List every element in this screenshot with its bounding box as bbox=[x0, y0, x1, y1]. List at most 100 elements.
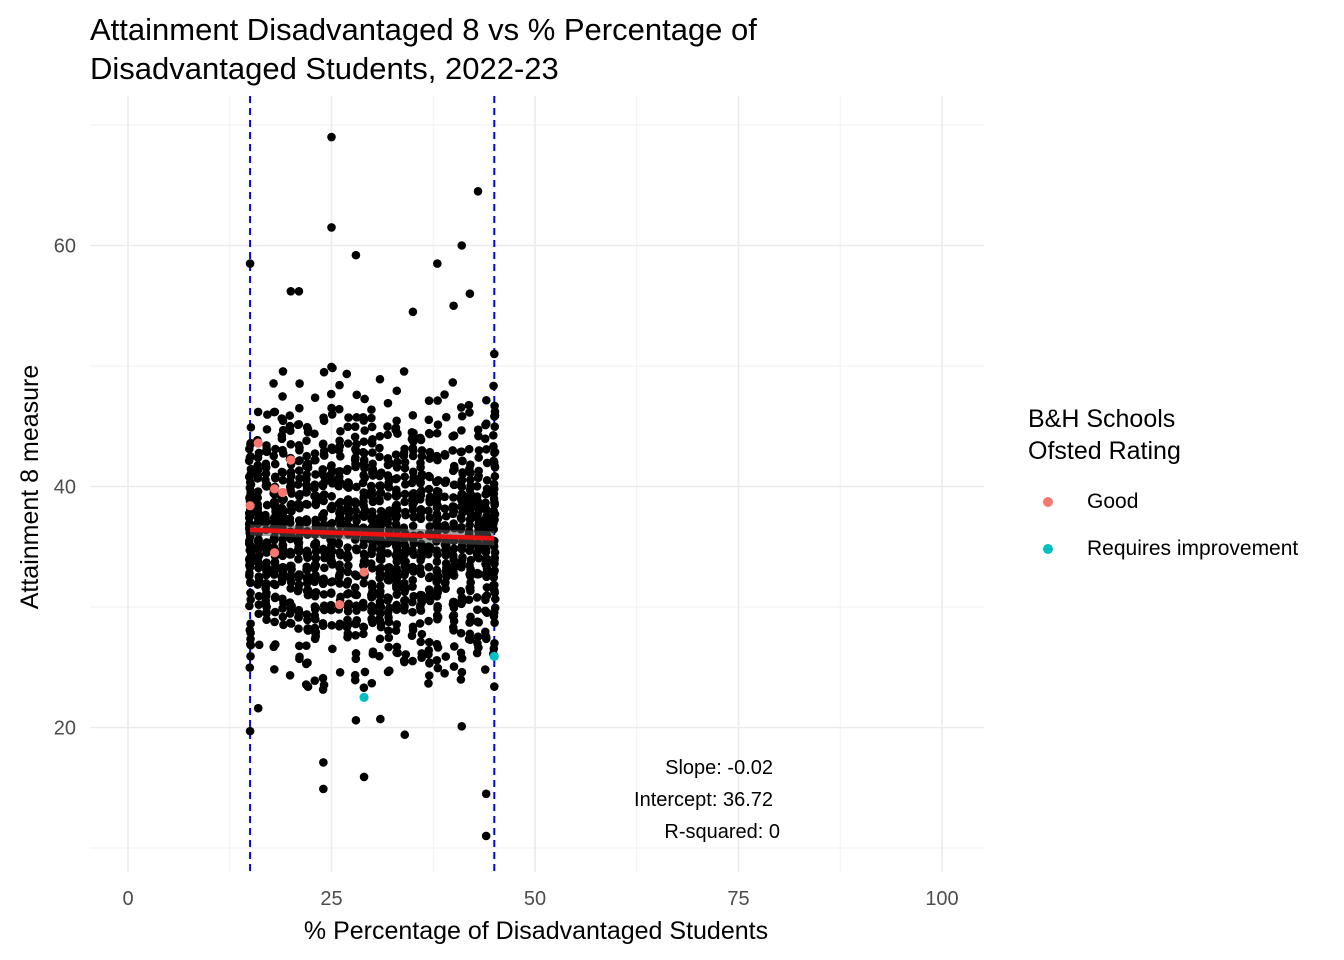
data-point bbox=[278, 612, 288, 622]
data-point bbox=[246, 640, 256, 650]
data-point bbox=[278, 445, 287, 455]
data-point bbox=[392, 605, 401, 615]
data-point bbox=[335, 549, 345, 559]
data-point bbox=[285, 476, 295, 486]
data-point bbox=[376, 550, 385, 560]
data-point bbox=[328, 577, 337, 586]
data-point bbox=[464, 444, 474, 454]
data-point bbox=[424, 428, 434, 438]
data-point bbox=[294, 641, 304, 651]
data-point bbox=[383, 607, 393, 617]
data-point bbox=[253, 703, 263, 713]
data-point bbox=[278, 425, 288, 435]
data-point bbox=[392, 557, 402, 566]
data-point bbox=[424, 616, 433, 626]
data-point bbox=[424, 396, 434, 405]
data-point bbox=[303, 682, 313, 691]
data-point bbox=[400, 444, 409, 454]
data-point bbox=[245, 601, 254, 611]
data-point bbox=[425, 587, 435, 597]
data-point bbox=[367, 405, 376, 414]
data-point bbox=[367, 491, 376, 501]
data-point bbox=[270, 665, 279, 674]
data-point bbox=[359, 437, 369, 446]
data-point bbox=[246, 595, 255, 604]
data-point bbox=[360, 394, 369, 404]
data-point bbox=[424, 562, 434, 572]
data-point bbox=[327, 492, 336, 501]
data-point bbox=[286, 485, 295, 495]
data-point bbox=[359, 772, 369, 782]
data-point bbox=[285, 563, 295, 572]
data-point bbox=[246, 469, 256, 479]
data-point bbox=[327, 501, 337, 511]
data-point bbox=[465, 289, 475, 299]
data-point bbox=[490, 349, 499, 359]
data-point bbox=[303, 500, 312, 509]
data-point bbox=[343, 615, 352, 625]
data-point bbox=[285, 598, 295, 607]
data-point bbox=[449, 301, 458, 311]
data-point bbox=[262, 482, 271, 491]
data-point bbox=[482, 583, 492, 592]
data-point bbox=[401, 480, 410, 489]
data-point bbox=[392, 474, 402, 483]
data-point bbox=[270, 565, 280, 575]
data-point bbox=[393, 572, 402, 582]
data-point bbox=[407, 631, 417, 641]
data-point bbox=[254, 535, 263, 544]
data-point bbox=[367, 549, 376, 559]
data-point bbox=[417, 470, 427, 479]
data-point bbox=[473, 605, 482, 614]
data-point bbox=[432, 656, 442, 665]
data-point bbox=[376, 481, 385, 491]
data-point bbox=[319, 451, 329, 460]
legend-title: B&H Schools Ofsted Rating bbox=[1028, 403, 1181, 467]
data-point bbox=[271, 444, 280, 454]
data-point bbox=[392, 386, 402, 396]
x-tick-label: 50 bbox=[524, 888, 546, 910]
data-point bbox=[392, 590, 402, 599]
data-point bbox=[278, 392, 287, 401]
data-point bbox=[425, 543, 435, 552]
data-point bbox=[294, 286, 304, 296]
data-point bbox=[375, 634, 385, 644]
data-point bbox=[254, 448, 264, 458]
data-point bbox=[343, 632, 352, 642]
data-point bbox=[263, 410, 272, 419]
data-point bbox=[392, 648, 401, 657]
data-point bbox=[401, 507, 410, 517]
data-point bbox=[327, 223, 336, 232]
data-point bbox=[334, 538, 344, 548]
data-point bbox=[311, 628, 320, 638]
data-point bbox=[343, 439, 353, 448]
data-point bbox=[245, 563, 255, 572]
data-point bbox=[417, 553, 426, 562]
data-point bbox=[375, 589, 385, 598]
data-point bbox=[261, 578, 271, 588]
data-point bbox=[408, 575, 418, 585]
data-point bbox=[433, 663, 443, 673]
grid-lines bbox=[90, 96, 984, 872]
data-point bbox=[424, 637, 434, 647]
data-point bbox=[311, 553, 320, 563]
data-point bbox=[425, 496, 434, 505]
data-point bbox=[342, 369, 352, 379]
data-point bbox=[375, 496, 384, 506]
data-point bbox=[303, 624, 313, 633]
data-point bbox=[409, 513, 419, 522]
data-point bbox=[375, 432, 385, 441]
data-point bbox=[432, 499, 441, 508]
data-point bbox=[489, 611, 499, 621]
data-point bbox=[376, 581, 385, 591]
data-point bbox=[408, 622, 418, 632]
data-point bbox=[441, 559, 451, 568]
data-point bbox=[278, 416, 288, 426]
data-point bbox=[391, 491, 401, 500]
data-point bbox=[449, 431, 459, 440]
data-point bbox=[336, 452, 345, 461]
data-point bbox=[335, 509, 345, 519]
data-point bbox=[294, 491, 304, 501]
data-point bbox=[262, 425, 272, 434]
data-point bbox=[449, 626, 458, 635]
